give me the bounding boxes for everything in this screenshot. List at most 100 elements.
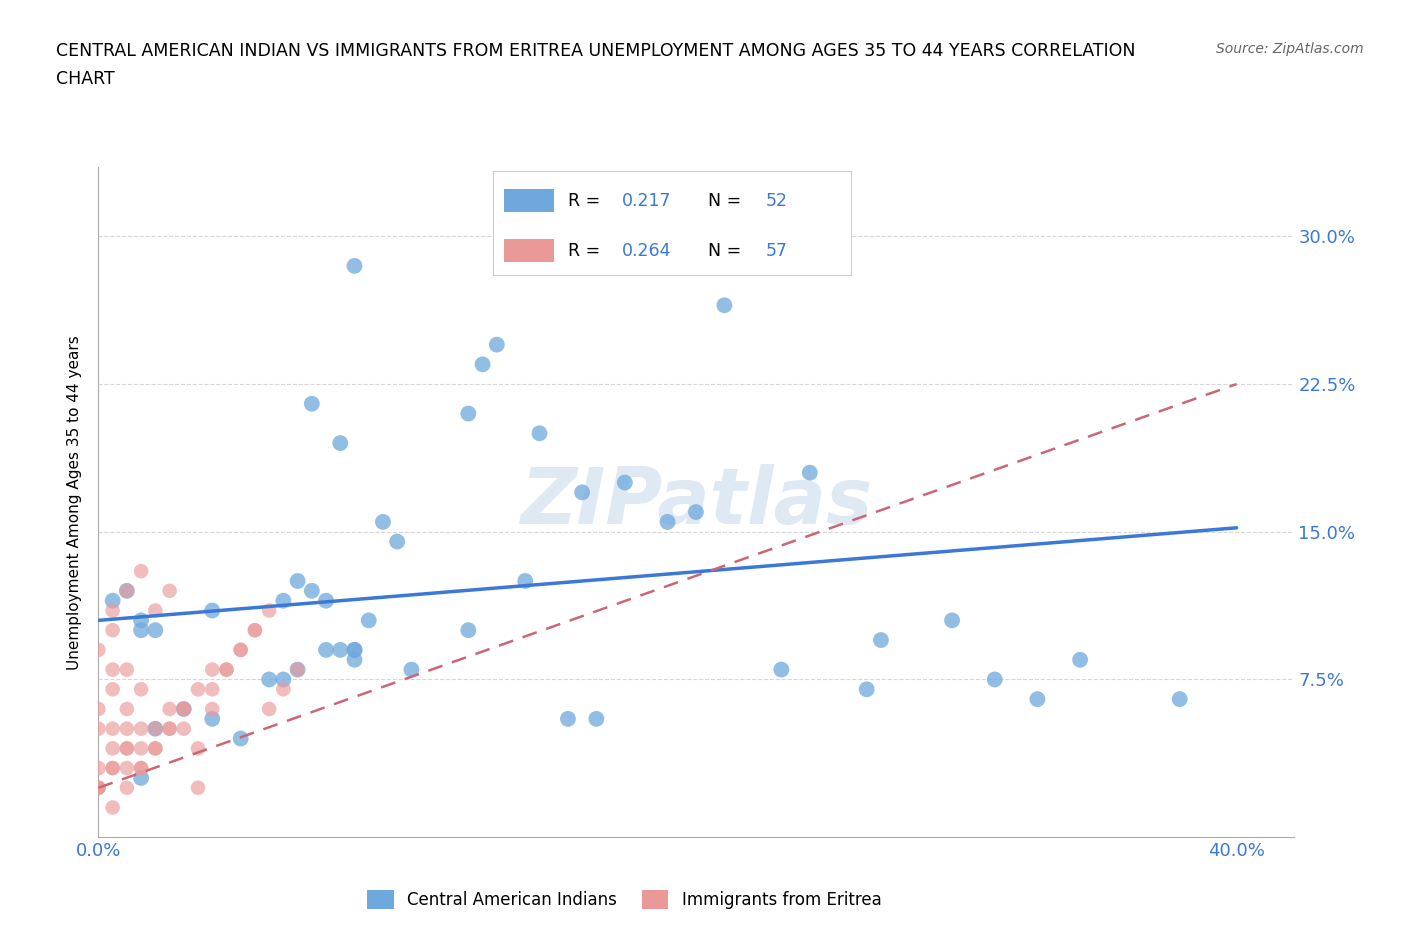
Point	[1069, 652, 1091, 667]
Point	[984, 672, 1007, 687]
Point	[173, 722, 195, 737]
Point	[301, 396, 323, 411]
Point	[129, 761, 152, 776]
Point	[101, 682, 124, 697]
Point	[101, 603, 124, 618]
Point	[129, 722, 152, 737]
Point	[485, 338, 508, 352]
Point	[515, 574, 537, 589]
Point	[115, 741, 138, 756]
Point	[129, 770, 152, 785]
Point	[713, 298, 735, 312]
Point	[613, 475, 636, 490]
Point	[115, 662, 138, 677]
Point	[273, 593, 295, 608]
Point	[101, 623, 124, 638]
Point	[129, 564, 152, 578]
Point	[115, 583, 138, 598]
Point	[287, 574, 309, 589]
Point	[329, 435, 352, 450]
Point	[143, 741, 166, 756]
Point	[201, 603, 224, 618]
Point	[685, 505, 707, 520]
Point	[173, 701, 195, 716]
Point	[571, 485, 593, 499]
Text: ZIPatlas: ZIPatlas	[520, 464, 872, 540]
Point	[87, 643, 110, 658]
Point	[257, 603, 280, 618]
Point	[159, 583, 181, 598]
Point	[187, 780, 209, 795]
Point	[143, 722, 166, 737]
Point	[101, 662, 124, 677]
Point	[87, 761, 110, 776]
Point	[129, 761, 152, 776]
Point	[1168, 692, 1191, 707]
Point	[385, 534, 409, 549]
Point	[87, 780, 110, 795]
Point	[215, 662, 238, 677]
Point	[471, 357, 494, 372]
Point	[129, 613, 152, 628]
Point	[855, 682, 877, 697]
Point	[371, 514, 394, 529]
Point	[287, 662, 309, 677]
Point	[101, 722, 124, 737]
Point	[173, 701, 195, 716]
Point	[301, 583, 323, 598]
Point	[101, 593, 124, 608]
Point	[229, 643, 252, 658]
Point	[101, 761, 124, 776]
Point	[243, 623, 266, 638]
Point	[101, 800, 124, 815]
Point	[770, 662, 793, 677]
Point	[229, 731, 252, 746]
Point	[657, 514, 679, 529]
Point	[115, 761, 138, 776]
Point	[457, 406, 479, 421]
Point	[101, 741, 124, 756]
Point	[870, 632, 893, 647]
Point	[273, 682, 295, 697]
Text: Source: ZipAtlas.com: Source: ZipAtlas.com	[1216, 42, 1364, 56]
Point	[129, 741, 152, 756]
Point	[257, 672, 280, 687]
Point	[243, 623, 266, 638]
Point	[101, 761, 124, 776]
Point	[87, 701, 110, 716]
Point	[1026, 692, 1049, 707]
Point	[159, 722, 181, 737]
Text: CHART: CHART	[56, 70, 115, 87]
Point	[529, 426, 551, 441]
Point	[357, 613, 380, 628]
Point	[257, 701, 280, 716]
Point	[201, 682, 224, 697]
Point	[343, 652, 366, 667]
Point	[343, 643, 366, 658]
Point	[115, 741, 138, 756]
Point	[87, 722, 110, 737]
Point	[401, 662, 423, 677]
Point	[143, 722, 166, 737]
Point	[187, 682, 209, 697]
Point	[941, 613, 963, 628]
Point	[201, 701, 224, 716]
Point	[115, 780, 138, 795]
Point	[273, 672, 295, 687]
Text: CENTRAL AMERICAN INDIAN VS IMMIGRANTS FROM ERITREA UNEMPLOYMENT AMONG AGES 35 TO: CENTRAL AMERICAN INDIAN VS IMMIGRANTS FR…	[56, 42, 1136, 60]
Legend: Central American Indians, Immigrants from Eritrea: Central American Indians, Immigrants fro…	[360, 884, 889, 916]
Point	[343, 643, 366, 658]
Point	[159, 722, 181, 737]
Point	[159, 701, 181, 716]
Point	[129, 682, 152, 697]
Point	[115, 701, 138, 716]
Point	[343, 259, 366, 273]
Point	[287, 662, 309, 677]
Point	[201, 662, 224, 677]
Point	[315, 593, 337, 608]
Point	[201, 711, 224, 726]
Point	[457, 623, 479, 638]
Point	[315, 643, 337, 658]
Point	[585, 711, 607, 726]
Point	[329, 643, 352, 658]
